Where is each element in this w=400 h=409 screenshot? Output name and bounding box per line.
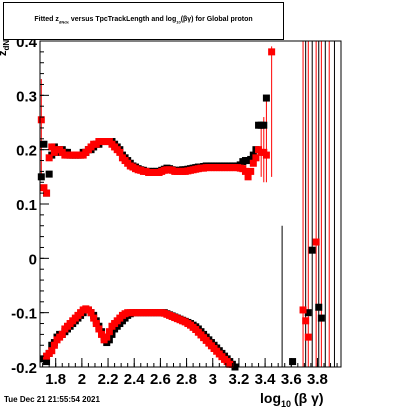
y-tick-label: 0.1	[16, 197, 37, 214]
data-point	[40, 184, 48, 192]
data-point	[226, 360, 234, 368]
data-point	[45, 154, 53, 162]
data-point	[45, 170, 53, 178]
x-tick-label: 2	[78, 371, 86, 388]
chart-title: Fitted zdNdx versus TpcTrackLength and l…	[34, 16, 253, 25]
y-tick-label: 0	[29, 251, 37, 268]
data-point	[58, 330, 66, 338]
data-point	[43, 189, 51, 197]
data-point	[90, 314, 98, 322]
error-bars	[40, 41, 335, 367]
y-tick-label: -0.1	[11, 306, 37, 323]
x-tick-label: 2.8	[176, 371, 197, 388]
y-axis-label: zdNdx	[0, 30, 11, 56]
chart-title-box: Fitted zdNdx versus TpcTrackLength and l…	[3, 2, 284, 40]
data-point	[116, 148, 124, 156]
data-point	[244, 173, 252, 181]
x-axis-label: log10 (β γ)	[260, 390, 324, 409]
x-tick-label: 3.8	[307, 371, 328, 388]
data-point	[48, 143, 56, 151]
data-point	[247, 167, 255, 175]
data-point	[43, 358, 51, 366]
y-tick-label: 0.2	[16, 143, 37, 160]
data-point	[302, 317, 310, 325]
data-point	[103, 333, 111, 341]
data-point	[37, 173, 45, 181]
x-tick-label: 2.4	[124, 371, 146, 388]
data-point	[50, 341, 58, 349]
data-point	[312, 238, 320, 246]
data-point	[92, 320, 100, 328]
data-point	[98, 330, 106, 338]
data-point	[260, 121, 268, 129]
data-point	[252, 154, 260, 162]
data-point	[315, 303, 323, 311]
x-tick-label: 3.2	[228, 371, 249, 388]
data-point	[262, 151, 270, 159]
data-point	[299, 306, 307, 314]
x-tick-label: 3	[209, 371, 217, 388]
data-point	[40, 140, 48, 148]
data-point	[105, 328, 113, 336]
data-markers	[37, 48, 325, 371]
data-point	[241, 167, 249, 175]
x-tick-label: 1.8	[45, 371, 66, 388]
data-point	[304, 309, 312, 317]
data-point	[268, 48, 276, 56]
data-point	[304, 333, 312, 341]
x-tick-label: 3.6	[281, 371, 302, 388]
data-point	[95, 325, 103, 333]
data-point	[48, 347, 56, 355]
x-tick-label: 2.6	[150, 371, 171, 388]
y-tick-label: -0.2	[11, 360, 37, 377]
x-tick-label: 2.2	[98, 371, 119, 388]
timestamp: Tue Dec 21 21:55:54 2021	[4, 395, 100, 404]
data-point	[289, 358, 297, 366]
data-point	[249, 159, 257, 167]
data-point	[247, 155, 255, 163]
data-point	[37, 116, 45, 124]
data-point	[87, 309, 95, 317]
data-point	[262, 94, 270, 102]
data-point	[317, 314, 325, 322]
x-tick-label: 3.4	[255, 371, 277, 388]
data-point	[308, 246, 316, 254]
y-tick-label: 0.3	[16, 88, 37, 105]
